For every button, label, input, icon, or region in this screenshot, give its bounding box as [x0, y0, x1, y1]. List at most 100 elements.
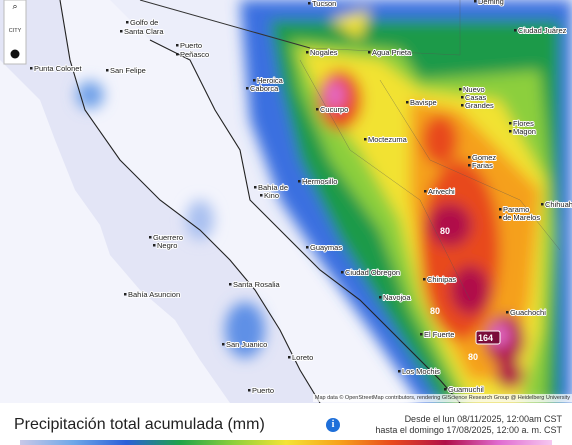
- city-marker: [306, 51, 309, 54]
- city-label: Magon: [513, 127, 536, 136]
- city-marker: [149, 236, 152, 239]
- city-marker: [424, 190, 427, 193]
- city-label: Los Mochis: [402, 367, 440, 376]
- city-label: Hermosillo: [302, 177, 337, 186]
- city-marker: [420, 333, 423, 336]
- city-label: San Juanico: [226, 340, 267, 349]
- city-label: Loreto: [292, 353, 313, 362]
- city-label: Peñasco: [180, 50, 209, 59]
- value-label: 80: [468, 352, 478, 362]
- city-marker: [106, 69, 109, 72]
- city-label: Moctezuma: [368, 135, 408, 144]
- city-marker: [444, 388, 447, 391]
- city-label: Puerto: [180, 41, 202, 50]
- city-marker: [468, 156, 471, 159]
- city-label: Ciudad Juárez: [518, 26, 567, 35]
- city-label: Guamuchil: [448, 385, 484, 394]
- city-label: Navojoa: [383, 293, 411, 302]
- city-marker: [461, 96, 464, 99]
- value-label: 80: [440, 226, 450, 236]
- city-marker: [120, 30, 123, 33]
- city-marker: [379, 296, 382, 299]
- city-label: Flores: [513, 119, 534, 128]
- city-marker: [288, 356, 291, 359]
- city-label: Farias: [472, 161, 493, 170]
- border-line: [139, 0, 311, 49]
- city-marker: [368, 51, 371, 54]
- city-marker: [509, 122, 512, 125]
- color-scale: [20, 440, 552, 445]
- city-marker: [124, 293, 127, 296]
- city-marker: [229, 283, 232, 286]
- city-marker: [541, 203, 544, 206]
- city-label: Punta Colonet: [34, 64, 82, 73]
- date-start: Desde el lun 08/11/2025, 12:00am CST: [404, 414, 562, 424]
- city-marker: [222, 343, 225, 346]
- city-marker: [459, 88, 462, 91]
- city-marker: [423, 278, 426, 281]
- zoom-icon[interactable]: ⌕: [12, 1, 17, 11]
- city-label: Nogales: [310, 48, 338, 57]
- city-label: Ciudad Obregon: [345, 268, 400, 277]
- city-marker: [398, 370, 401, 373]
- city-label: Gomez: [472, 153, 496, 162]
- city-marker: [298, 180, 301, 183]
- city-label: Chihuahua: [545, 200, 572, 209]
- city-label: Chinipas: [427, 275, 456, 284]
- city-label: Nuevo: [463, 85, 485, 94]
- city-marker: [254, 186, 257, 189]
- city-label: Grandes: [465, 101, 494, 110]
- city-marker: [248, 389, 251, 392]
- legend-title: Precipitación total acumulada (mm): [14, 416, 265, 433]
- city-label: Cucurpo: [320, 105, 348, 114]
- city-label: Agua Prieta: [372, 48, 412, 57]
- attribution: Map data © OpenStreetMap contributors, r…: [312, 394, 572, 402]
- city-marker: [306, 246, 309, 249]
- city-label: Golfo de: [130, 18, 158, 27]
- city-marker: [253, 79, 256, 82]
- city-marker: [514, 29, 517, 32]
- city-label: Negro: [157, 241, 177, 250]
- city-marker: [499, 216, 502, 219]
- max-badge: [475, 330, 501, 345]
- city-label: Deming: [478, 0, 504, 6]
- city-marker: [499, 208, 502, 211]
- city-label: Guerrero: [153, 233, 183, 242]
- coastline: [59, 0, 461, 403]
- city-label: Bavispe: [410, 98, 437, 107]
- control-panel: [3, 0, 27, 65]
- city-label: Santa Clara: [124, 27, 164, 36]
- city-label: Kino: [264, 191, 279, 200]
- city-marker: [246, 87, 249, 90]
- city-marker: [506, 311, 509, 314]
- city-marker: [126, 21, 129, 24]
- city-marker: [30, 67, 33, 70]
- city-marker: [341, 271, 344, 274]
- city-marker: [364, 138, 367, 141]
- city-label: Caborca: [250, 84, 279, 93]
- city-marker: [509, 130, 512, 133]
- city-label: Arivechi: [428, 187, 455, 196]
- city-label: Heroica: [257, 76, 284, 85]
- city-marker: [308, 2, 311, 5]
- city-label: Bahía Asuncion: [128, 290, 180, 299]
- info-button[interactable]: i: [326, 418, 340, 432]
- city-marker: [406, 101, 409, 104]
- city-marker: [260, 194, 263, 197]
- value-label: 164: [478, 333, 493, 343]
- precip-field: [76, 0, 572, 403]
- city-label: Guaymas: [310, 243, 342, 252]
- city-marker: [153, 244, 156, 247]
- value-label: 80: [430, 306, 440, 316]
- city-label: Paramo: [503, 205, 529, 214]
- city-marker: [176, 44, 179, 47]
- city-marker: [461, 104, 464, 107]
- date-range: Desde el lun 08/11/2025, 12:00am CST has…: [375, 414, 562, 436]
- dot-toggle[interactable]: [10, 49, 20, 59]
- city-marker: [474, 0, 477, 3]
- city-toggle[interactable]: CITY: [9, 28, 22, 34]
- city-label: El Fuerte: [424, 330, 454, 339]
- city-label: Santa Rosalia: [233, 280, 281, 289]
